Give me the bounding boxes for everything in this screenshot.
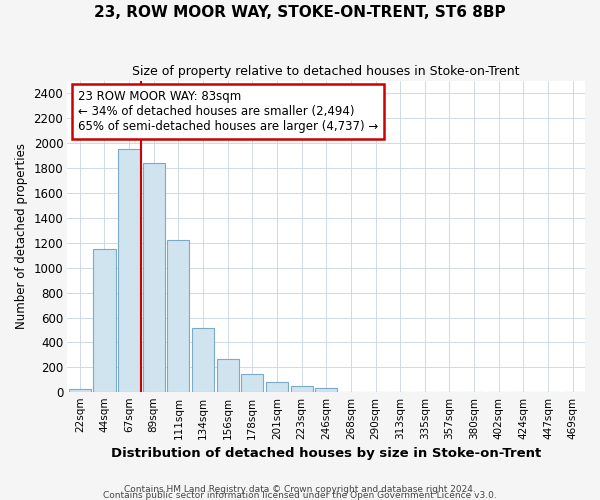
Bar	[94, 249, 116, 392]
Bar	[69, 389, 91, 392]
Bar	[143, 163, 165, 392]
Bar	[290, 386, 313, 392]
Bar	[192, 328, 214, 392]
Bar	[266, 382, 288, 392]
Text: 23 ROW MOOR WAY: 83sqm
← 34% of detached houses are smaller (2,494)
65% of semi-: 23 ROW MOOR WAY: 83sqm ← 34% of detached…	[78, 90, 378, 133]
Bar	[217, 360, 239, 392]
Bar	[315, 388, 337, 392]
Y-axis label: Number of detached properties: Number of detached properties	[15, 144, 28, 330]
Bar	[167, 240, 190, 392]
Bar	[241, 374, 263, 392]
Title: Size of property relative to detached houses in Stoke-on-Trent: Size of property relative to detached ho…	[133, 65, 520, 78]
Text: Contains HM Land Registry data © Crown copyright and database right 2024.: Contains HM Land Registry data © Crown c…	[124, 484, 476, 494]
Text: Contains public sector information licensed under the Open Government Licence v3: Contains public sector information licen…	[103, 490, 497, 500]
Bar	[118, 149, 140, 392]
X-axis label: Distribution of detached houses by size in Stoke-on-Trent: Distribution of detached houses by size …	[111, 447, 541, 460]
Text: 23, ROW MOOR WAY, STOKE-ON-TRENT, ST6 8BP: 23, ROW MOOR WAY, STOKE-ON-TRENT, ST6 8B…	[94, 5, 506, 20]
